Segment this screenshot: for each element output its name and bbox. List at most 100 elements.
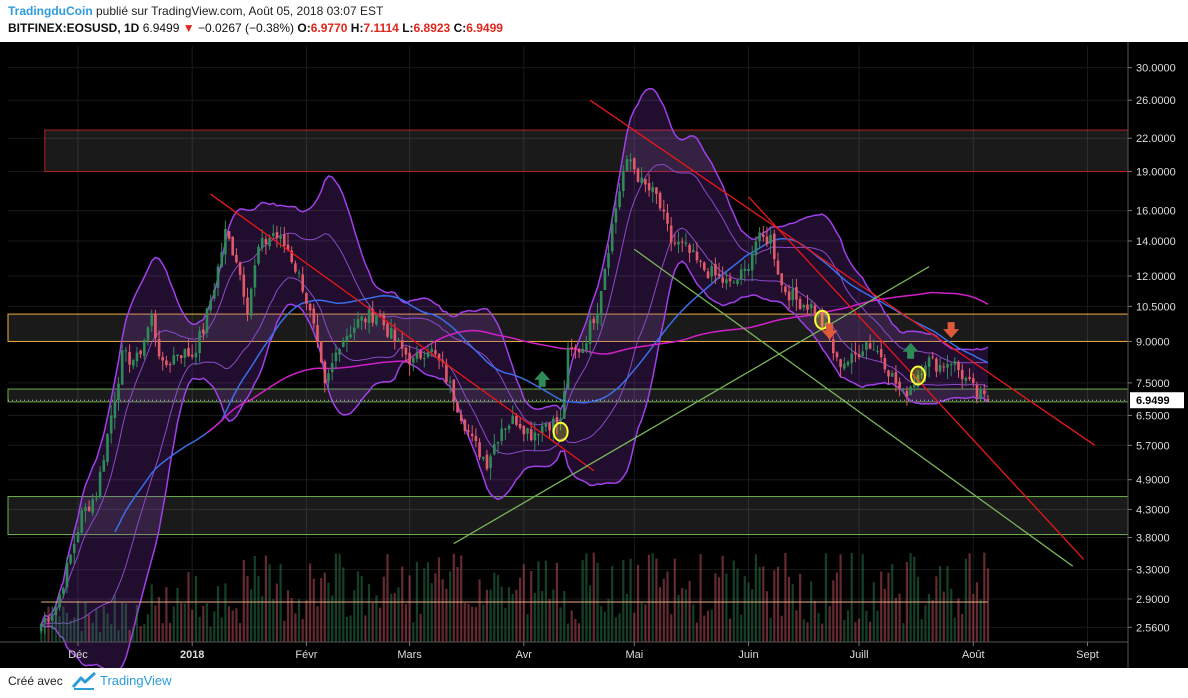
candle-body[interactable]	[865, 341, 868, 350]
candle-body[interactable]	[518, 424, 522, 428]
candle-body[interactable]	[253, 265, 257, 288]
candle-body[interactable]	[791, 289, 794, 301]
candle-body[interactable]	[721, 277, 724, 283]
red-trendline-2[interactable]	[589, 99, 1096, 446]
candle-body[interactable]	[784, 286, 787, 293]
candle-body[interactable]	[515, 416, 518, 425]
candle-body[interactable]	[246, 297, 249, 314]
candle-body[interactable]	[198, 330, 201, 354]
candle-body[interactable]	[408, 352, 411, 365]
candle-body[interactable]	[806, 304, 809, 310]
candle-body[interactable]	[467, 430, 470, 432]
candle-body[interactable]	[817, 314, 820, 315]
candle-body[interactable]	[832, 339, 835, 354]
candle-body[interactable]	[504, 428, 507, 430]
candle-body[interactable]	[537, 434, 540, 436]
candle-body[interactable]	[625, 159, 629, 171]
candle-body[interactable]	[257, 246, 260, 264]
candle-body[interactable]	[43, 618, 47, 623]
candle-body[interactable]	[161, 356, 164, 361]
candle-body[interactable]	[622, 170, 625, 191]
candle-body[interactable]	[168, 364, 172, 366]
candle-body[interactable]	[835, 352, 839, 358]
candle-body[interactable]	[636, 168, 640, 182]
candle-body[interactable]	[909, 386, 912, 396]
candle-body[interactable]	[297, 272, 301, 274]
candle-body[interactable]	[305, 293, 308, 304]
candle-body[interactable]	[540, 425, 544, 433]
candle-body[interactable]	[861, 351, 864, 356]
yellow-circle-1[interactable]	[552, 421, 569, 442]
candle-body[interactable]	[680, 241, 684, 243]
candle-body[interactable]	[69, 554, 72, 564]
candle-body[interactable]	[703, 262, 706, 271]
candle-body[interactable]	[596, 313, 599, 324]
candle-body[interactable]	[87, 506, 91, 512]
red-arrow-down-1[interactable]	[821, 323, 838, 340]
candle-body[interactable]	[323, 361, 327, 384]
candle-body[interactable]	[489, 456, 492, 468]
candle-body[interactable]	[496, 442, 500, 444]
candle-body[interactable]	[688, 244, 691, 253]
candles-layer[interactable]	[8, 152, 1128, 635]
candle-body[interactable]	[437, 354, 441, 361]
candle-body[interactable]	[493, 444, 496, 455]
candle-body[interactable]	[529, 429, 533, 441]
candle-body[interactable]	[717, 273, 721, 277]
candle-body[interactable]	[260, 237, 264, 248]
candle-body[interactable]	[633, 158, 636, 170]
candle-body[interactable]	[382, 315, 386, 326]
candle-body[interactable]	[283, 234, 286, 246]
candle-body[interactable]	[342, 340, 345, 347]
candle-body[interactable]	[876, 351, 879, 352]
candle-body[interactable]	[128, 352, 131, 365]
candle-body[interactable]	[574, 346, 577, 349]
yellow-circle-2[interactable]	[814, 309, 831, 330]
candle-body[interactable]	[349, 334, 352, 338]
candle-body[interactable]	[474, 435, 478, 441]
candle-body[interactable]	[555, 417, 559, 424]
candle-body[interactable]	[585, 343, 588, 351]
green-arrow-up-2[interactable]	[902, 342, 919, 359]
candle-body[interactable]	[482, 456, 485, 459]
green-trendline-up[interactable]	[453, 266, 930, 545]
candle-body[interactable]	[65, 562, 69, 588]
red-arrow-down-2[interactable]	[943, 322, 960, 339]
candle-body[interactable]	[238, 262, 242, 275]
candle-body[interactable]	[883, 358, 887, 370]
candle-body[interactable]	[902, 389, 905, 390]
candle-body[interactable]	[610, 223, 614, 252]
candle-body[interactable]	[846, 361, 850, 366]
candle-body[interactable]	[879, 349, 883, 358]
candle-body[interactable]	[669, 225, 673, 243]
candle-body[interactable]	[371, 309, 374, 323]
candle-body[interactable]	[139, 350, 142, 355]
candle-body[interactable]	[224, 228, 227, 255]
candle-body[interactable]	[150, 314, 153, 326]
green-arrow-up-1[interactable]	[534, 370, 551, 387]
candle-body[interactable]	[39, 624, 43, 631]
candle-body[interactable]	[202, 329, 205, 334]
candle-body[interactable]	[754, 241, 758, 256]
candle-body[interactable]	[375, 315, 378, 325]
candle-body[interactable]	[279, 235, 282, 239]
candle-body[interactable]	[802, 305, 806, 308]
candle-body[interactable]	[183, 348, 187, 358]
candle-body[interactable]	[559, 418, 562, 422]
candle-body[interactable]	[434, 350, 437, 355]
candle-body[interactable]	[338, 349, 341, 355]
candle-body[interactable]	[979, 389, 982, 399]
candle-body[interactable]	[935, 358, 938, 372]
candle-body[interactable]	[776, 260, 780, 275]
red-trendline-1[interactable]	[210, 193, 595, 472]
green-trendline-down[interactable]	[633, 248, 1074, 567]
candle-body[interactable]	[135, 352, 139, 362]
candle-body[interactable]	[264, 239, 268, 244]
candle-body[interactable]	[415, 352, 419, 359]
candle-body[interactable]	[820, 312, 824, 327]
tradingview-logo-icon[interactable]	[72, 672, 96, 690]
candle-body[interactable]	[706, 271, 710, 279]
candle-body[interactable]	[459, 414, 463, 421]
candle-body[interactable]	[824, 322, 828, 328]
candle-body[interactable]	[658, 192, 662, 209]
